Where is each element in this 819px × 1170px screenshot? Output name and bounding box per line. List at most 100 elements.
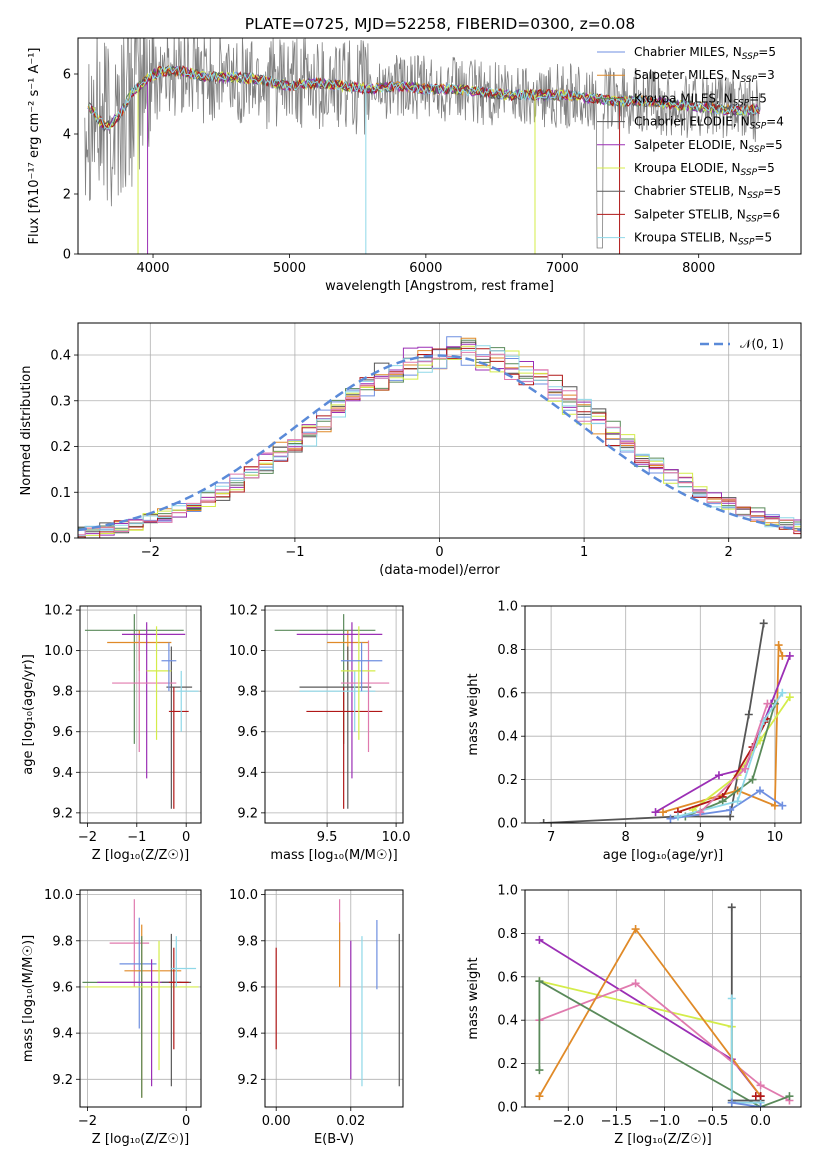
x-axis-label: Z [log₁₀(Z/Z☉)] [92,1132,189,1147]
x-axis-label: wavelength [Angstrom, rest frame] [325,279,554,294]
y-tick-label: 0.2 [497,773,518,788]
axes-frame [524,889,802,1108]
y-axis-label: mass weight [466,673,481,755]
x-tick-label: 0.02 [336,1114,365,1129]
x-tick-label: 0.0 [750,1114,771,1129]
error-bar-point [168,687,189,809]
legend-entry: Salpeter MILES, NSSP=3 [634,68,775,85]
weight-marker [659,808,667,817]
error-bar-point [121,622,186,779]
x-axis-label: Z [log₁₀(Z/Z☉)] [92,848,189,863]
legend-entry: Kroupa ELODIE, NSSP=5 [634,161,775,178]
y-tick-label: 9.8 [52,934,73,949]
y-tick-label: 0.4 [497,730,518,745]
weight-marker [733,797,742,806]
x-tick-label: −1.5 [601,1114,633,1129]
y-tick-label: 0.6 [497,686,518,701]
weight-marker [651,808,660,817]
x-tick-label: 8000 [682,261,715,276]
panel-mass_vs_Z: −2 0 9.2 9.4 9.6 9.8 10.0 Z [log₁₀(Z/Z☉)] mass [… [21,888,202,1147]
weight-marker [535,1092,544,1101]
weight-line [538,979,790,1107]
legend-entry: Kroupa MILES, NSSP=5 [634,91,767,108]
x-axis-label: age [log₁₀(age/yr)] [603,848,724,863]
weight-marker [748,775,757,784]
weight-marker [785,651,794,660]
legend-entry: Salpeter ELODIE, NSSP=5 [634,138,783,155]
weight-marker [756,1103,765,1107]
panels: Chabrier MILES, NSSP=5 Salpeter MILES, NS… [19,37,802,1147]
y-tick-label: 0 [63,248,71,263]
x-tick-label: −1.0 [649,1114,681,1129]
error-bar-point [340,642,383,692]
axes-frame [79,605,202,824]
error-bar-point [296,622,383,779]
y-tick-label: 9.2 [237,806,258,821]
weight-marker [778,801,787,810]
weight-marker [535,935,544,944]
x-tick-label: 2 [725,545,733,560]
weight-marker [535,977,544,986]
weight-line [538,939,762,1097]
axes-frame [79,889,202,1108]
panel-age_vs_Z: −2 −1 0 9.2 9.4 9.6 9.8 10.0 10.2 Z [log₁₀(Z/Z☉)]… [21,604,202,863]
weight-marker [759,619,768,628]
error-bar-point [340,626,376,740]
weight-marker [718,797,727,806]
panel-age_vs_mass: 9.5 10.0 9.2 9.4 9.6 9.8 10.0 10.2 mass [log₁₀(M… [229,604,411,863]
y-tick-label: 9.8 [237,685,258,700]
x-tick-label: 9 [696,830,704,845]
error-bar-point [176,670,199,732]
axes-frame [264,889,404,1108]
weight-marker [727,994,736,1003]
weight-marker [727,1098,736,1107]
plot-area [84,614,199,809]
x-tick-label: −2 [78,830,97,845]
panel-massweight_vs_age: 7 8 9 10 0.0 0.2 0.4 0.6 0.8 1.0 age [log₁₀(age/yr… [466,600,802,863]
legend-entry: 𝒩(0, 1) [740,337,784,351]
y-tick-label: 0.2 [497,1057,518,1072]
plot-area [535,903,794,1107]
panel-residuals: 𝒩(0, 1) −2 −1 0 1 2 0.0 0.1 0.2 0.3 0.4 (data-model… [19,322,802,578]
x-tick-label: 10.0 [382,830,411,845]
weight-marker [673,812,682,821]
legend-entry: Chabrier ELODIE, NSSP=4 [634,115,784,132]
x-tick-label: 9.5 [317,830,338,845]
weight-marker [726,805,735,814]
y-tick-label: 0.6 [497,970,518,985]
y-tick-label: 10.0 [44,888,73,903]
error-bar-point [109,899,150,987]
error-bar-point [161,642,177,692]
y-axis-label: mass [log₁₀(M/M☉)] [21,935,36,1062]
y-tick-label: 10.0 [229,888,258,903]
weight-marker [666,814,675,823]
y-tick-label: 10.2 [44,604,73,619]
error-bar-point [146,626,172,740]
y-tick-label: 0.3 [50,394,71,409]
y-axis-label: Normed distribution [19,366,34,496]
weight-marker [744,710,753,719]
x-tick-label: 7 [547,830,555,845]
x-axis-label: (data-model)/error [379,563,500,578]
axes-frame [264,605,404,824]
error-bar-point [112,640,177,753]
y-axis-label: Flux [fλ10⁻¹⁷ erg cm⁻² s⁻¹ A⁻¹] [27,48,42,245]
y-tick-label: 0.4 [497,1014,518,1029]
y-tick-label: 1.0 [497,884,518,899]
y-tick-label: 10.0 [44,644,73,659]
panel-spectrum: Chabrier MILES, NSSP=5 Salpeter MILES, NS… [27,37,802,294]
weight-marker [756,1081,765,1090]
x-axis-label: Z [log₁₀(Z/Z☉)] [614,1132,711,1147]
y-tick-label: 10.2 [229,604,258,619]
error-bar-point [124,924,182,1098]
x-tick-label: 1 [580,545,588,560]
y-tick-label: 1.0 [497,600,518,615]
y-tick-label: 10.0 [229,644,258,659]
weight-line [730,907,761,1102]
weight-line [730,998,761,1104]
spectrum-data [84,38,761,249]
plot-area [78,336,801,538]
model-line [91,65,759,130]
error-bar-point [171,936,197,987]
weight-marker [755,786,764,795]
